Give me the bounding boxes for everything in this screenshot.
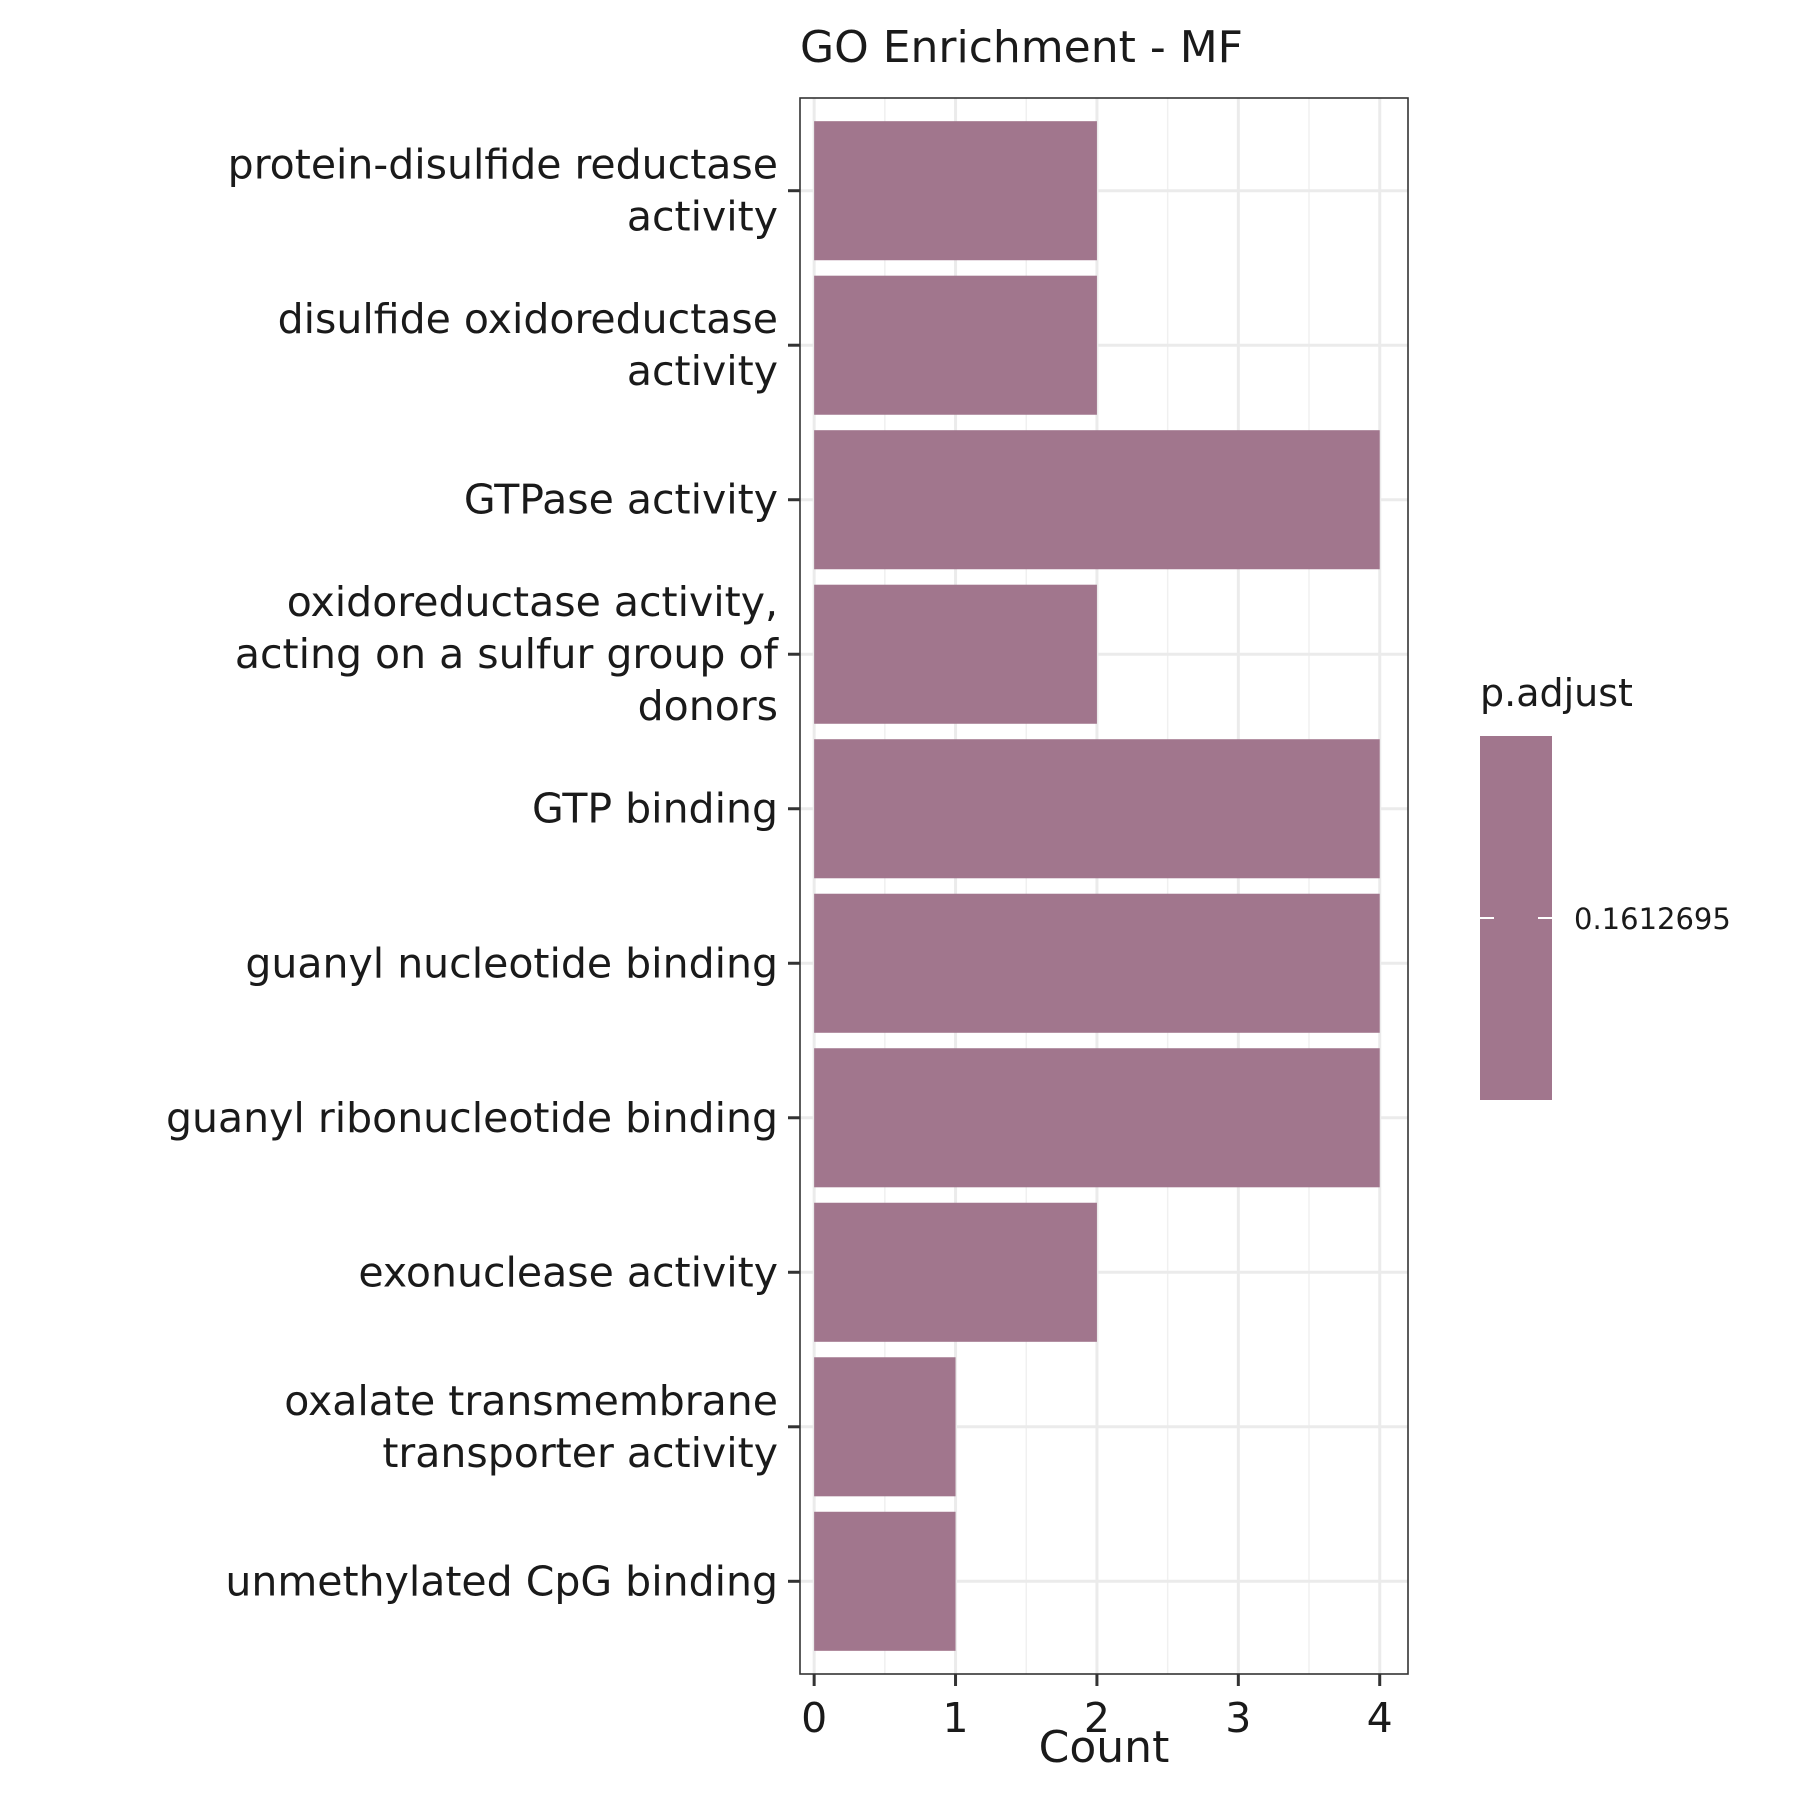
legend-label: 0.1612695 [1574, 902, 1731, 936]
x-tick-label: 2 [1084, 1694, 1110, 1742]
y-tick-label: guanyl ribonucleotide binding [166, 1094, 778, 1142]
x-axis: 0 1 2 3 4 [801, 1674, 1393, 1742]
bar-0 [814, 121, 1097, 261]
x-tick-label: 3 [1225, 1694, 1251, 1742]
x-tick-label: 4 [1367, 1694, 1393, 1742]
y-axis: protein-disulfide reductase activity disul… [166, 141, 800, 1605]
y-tick-label: unmethylated CpG binding [225, 1557, 778, 1605]
y-tick-label: oxalate transmembrane transporter activit… [284, 1377, 778, 1477]
y-tick-label: GTPase activity [464, 476, 778, 524]
y-tick-label: oxidoreductase activity, acting on a sulf… [235, 578, 780, 730]
bar-8 [814, 1357, 956, 1497]
x-tick-label: 0 [801, 1694, 827, 1742]
bar-2 [814, 430, 1380, 570]
legend-title: p.adjust [1480, 671, 1633, 715]
bar-3 [814, 584, 1097, 724]
panel-border [799, 97, 1409, 1675]
bar-6 [814, 1048, 1380, 1188]
x-axis-title: Count [1039, 1722, 1170, 1773]
bar-4 [814, 739, 1380, 879]
bar-7 [814, 1202, 1097, 1342]
x-tick-label: 1 [942, 1694, 968, 1742]
legend: p.adjust 0.1612695 [1480, 671, 1731, 1100]
bar-9 [814, 1511, 956, 1651]
y-tick-label: guanyl nucleotide binding [245, 939, 778, 987]
bar-1 [814, 275, 1097, 415]
bars [814, 121, 1380, 1651]
chart-title: GO Enrichment - MF [800, 22, 1243, 73]
y-tick-label: exonuclease activity [358, 1248, 778, 1296]
y-tick-label: GTP binding [532, 785, 778, 833]
y-tick-label: disulfide oxidoreductase activity [278, 295, 778, 395]
bar-5 [814, 893, 1380, 1033]
y-tick-label: protein-disulfide reductase activity [228, 141, 778, 241]
